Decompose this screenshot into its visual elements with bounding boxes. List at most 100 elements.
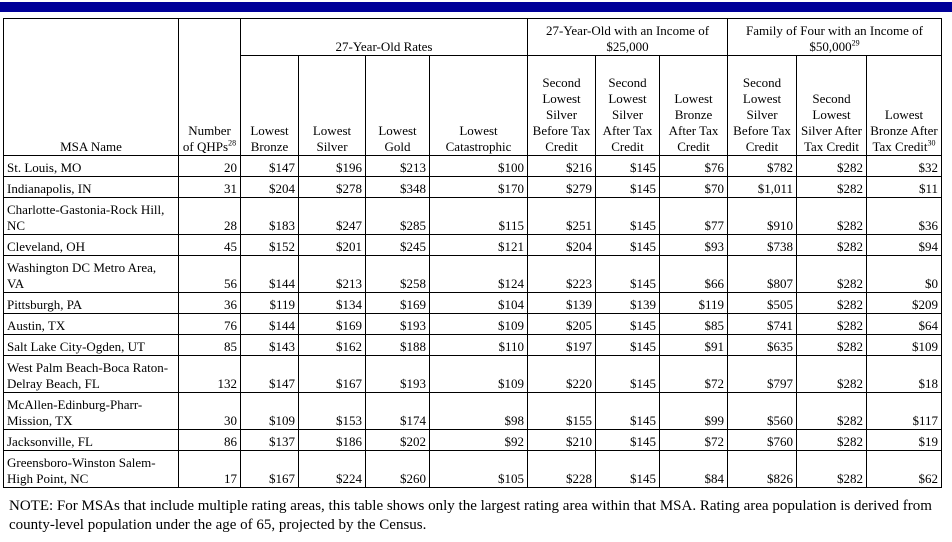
msa-name: St. Louis, MO bbox=[3, 155, 179, 177]
cell: $251 bbox=[527, 197, 596, 235]
column-header-text: Second Lowest Silver Before Tax Credit bbox=[532, 75, 591, 154]
table-note: NOTE: For MSAs that include multiple rat… bbox=[9, 498, 932, 533]
cell: $137 bbox=[240, 429, 299, 451]
cell: $94 bbox=[866, 234, 943, 256]
column-header: MSA Name bbox=[3, 18, 179, 156]
group-header: 27-Year-Old Rates bbox=[240, 18, 528, 56]
cell: $260 bbox=[365, 450, 430, 488]
cell: $282 bbox=[796, 334, 868, 356]
msa-name: Greensboro-Winston Salem-High Point, NC bbox=[3, 450, 179, 488]
cell: $147 bbox=[240, 355, 299, 393]
cell: $223 bbox=[527, 255, 596, 293]
cell: $99 bbox=[658, 392, 729, 430]
cell: $104 bbox=[429, 292, 528, 314]
cell: $117 bbox=[866, 392, 943, 430]
cell: $782 bbox=[727, 155, 798, 177]
column-header: Second Lowest Silver After Tax Credit bbox=[796, 55, 868, 156]
cell: $153 bbox=[298, 392, 366, 430]
table-row: West Palm Beach-Boca Raton-Delray Beach,… bbox=[3, 355, 943, 393]
cell: $282 bbox=[796, 429, 868, 451]
cell: $92 bbox=[429, 429, 528, 451]
cell: $738 bbox=[727, 234, 798, 256]
cell: $285 bbox=[365, 197, 430, 235]
cell: $0 bbox=[866, 255, 943, 293]
cell: $155 bbox=[527, 392, 596, 430]
cell: 132 bbox=[178, 355, 241, 393]
cell: $109 bbox=[429, 313, 528, 335]
cell: $72 bbox=[658, 429, 729, 451]
column-header: Number of QHPs28 bbox=[178, 18, 241, 156]
cell: 20 bbox=[178, 155, 241, 177]
column-header: Second Lowest Silver After Tax Credit bbox=[595, 55, 660, 156]
cell: $282 bbox=[796, 255, 868, 293]
cell: $109 bbox=[866, 334, 943, 356]
column-header-text: Lowest Silver bbox=[312, 123, 352, 154]
cell: 36 bbox=[178, 292, 241, 314]
cell: 17 bbox=[178, 450, 241, 488]
group-header: Family of Four with an Income of $50,000… bbox=[727, 18, 943, 56]
table-row: St. Louis, MO 20 $147 $196 $213 $100 $216 $145 $… bbox=[3, 155, 943, 177]
cell: $121 bbox=[429, 234, 528, 256]
cell: $145 bbox=[595, 155, 660, 177]
cell: $145 bbox=[595, 313, 660, 335]
table-row: Washington DC Metro Area, VA 56 $144 $213 $2… bbox=[3, 255, 943, 293]
column-header-text: Lowest Gold bbox=[378, 123, 417, 154]
table-row: Austin, TX 76 $144 $169 $193 $109 $205 $145 $85 $… bbox=[3, 313, 943, 335]
footnote-ref: 30 bbox=[927, 138, 936, 148]
cell: $282 bbox=[796, 176, 868, 198]
msa-name: Washington DC Metro Area, VA bbox=[3, 255, 179, 293]
cell: $124 bbox=[429, 255, 528, 293]
cell: $224 bbox=[298, 450, 366, 488]
cell: $186 bbox=[298, 429, 366, 451]
cell: 86 bbox=[178, 429, 241, 451]
cell: $910 bbox=[727, 197, 798, 235]
cell: 28 bbox=[178, 197, 241, 235]
cell: $11 bbox=[866, 176, 943, 198]
footnote-ref: 28 bbox=[228, 138, 237, 148]
cell: $278 bbox=[298, 176, 366, 198]
cell: $170 bbox=[429, 176, 528, 198]
cell: $70 bbox=[658, 176, 729, 198]
cell: $145 bbox=[595, 176, 660, 198]
table-row: Cleveland, OH 45 $152 $201 $245 $121 $204 $145 $… bbox=[3, 234, 943, 256]
cell: 76 bbox=[178, 313, 241, 335]
msa-name: Charlotte-Gastonia-Rock Hill, NC bbox=[3, 197, 179, 235]
column-header-text: MSA Name bbox=[60, 139, 122, 154]
cell: $220 bbox=[527, 355, 596, 393]
column-header-text: Lowest Catastrophic bbox=[445, 123, 512, 154]
cell: $282 bbox=[796, 197, 868, 235]
cell: $119 bbox=[658, 292, 729, 314]
msa-name: Austin, TX bbox=[3, 313, 179, 335]
cell: $115 bbox=[429, 197, 528, 235]
cell: $210 bbox=[527, 429, 596, 451]
msa-name: Indianapolis, IN bbox=[3, 176, 179, 198]
group-header: 27-Year-Old with an Income of $25,000 bbox=[526, 18, 729, 56]
cell: $169 bbox=[365, 292, 430, 314]
column-header-text: Lowest Bronze After Tax Credit bbox=[870, 107, 938, 154]
cell: $213 bbox=[298, 255, 366, 293]
cell: $169 bbox=[298, 313, 366, 335]
table-row: Charlotte-Gastonia-Rock Hill, NC 28 $183 $2… bbox=[3, 197, 943, 235]
cell: $282 bbox=[796, 450, 868, 488]
msa-name: Jacksonville, FL bbox=[3, 429, 179, 451]
cell: $119 bbox=[240, 292, 299, 314]
group-header-text: Family of Four with an Income of $50,000 bbox=[746, 23, 923, 54]
cell: $228 bbox=[527, 450, 596, 488]
column-header-text: Number of QHPs bbox=[182, 123, 231, 154]
cell: $193 bbox=[365, 355, 430, 393]
cell: $36 bbox=[866, 197, 943, 235]
cell: $144 bbox=[240, 255, 299, 293]
cell: $197 bbox=[527, 334, 596, 356]
cell: 56 bbox=[178, 255, 241, 293]
column-header-text: Lowest Bronze bbox=[250, 123, 289, 154]
group-header-row: MSA Name Number of QHPs28 27-Year-Old Rate… bbox=[3, 18, 943, 156]
cell: $145 bbox=[595, 450, 660, 488]
cell: $93 bbox=[658, 234, 729, 256]
cell: $77 bbox=[658, 197, 729, 235]
cell: $204 bbox=[527, 234, 596, 256]
cell: $188 bbox=[365, 334, 430, 356]
cell: $134 bbox=[298, 292, 366, 314]
column-header-text: Lowest Bronze After Tax Credit bbox=[668, 91, 719, 154]
cell: $98 bbox=[429, 392, 528, 430]
footnote-ref: 29 bbox=[851, 38, 860, 48]
